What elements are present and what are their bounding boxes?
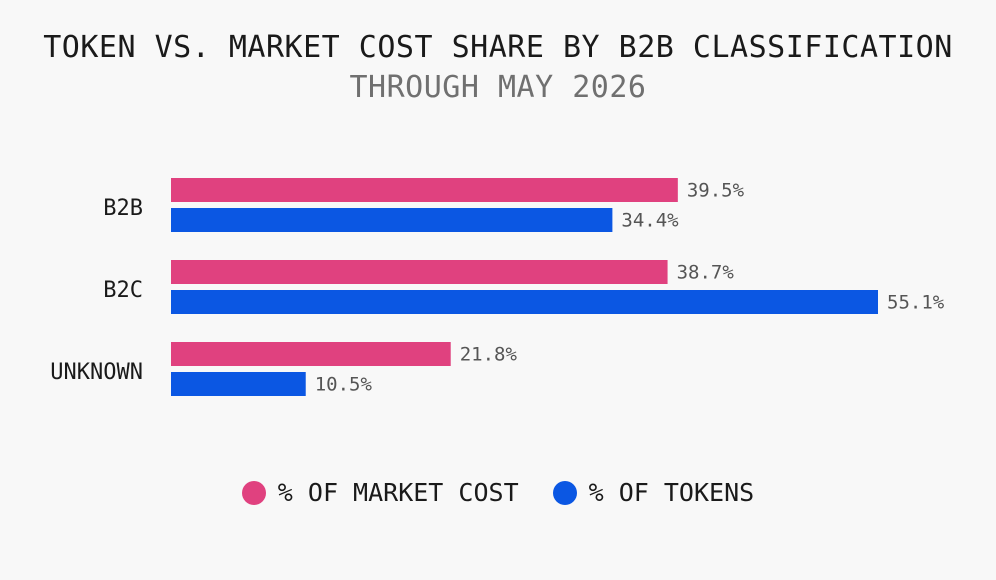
- chart-title: TOKEN VS. MARKET COST SHARE BY B2B CLASS…: [43, 30, 953, 65]
- bar-chart: B2B 39.5% 34.4% B2C 38.7% 55.1% UNKNOWN 21.8% 10…: [50, 178, 945, 396]
- legend-swatch-tokens: [552, 480, 577, 505]
- legend-label-market-cost: % OF MARKET COST: [277, 478, 519, 507]
- data-label-market-cost-b2b: 39.5%: [687, 180, 745, 202]
- data-label-market-cost-unknown: 21.8%: [460, 344, 518, 366]
- data-label-tokens-unknown: 10.5%: [315, 374, 373, 396]
- category-label-unknown: UNKNOWN: [50, 360, 143, 385]
- legend-label-tokens: % OF TOKENS: [588, 478, 755, 507]
- category-label-b2c: B2C: [103, 278, 143, 303]
- bar-tokens-b2b: [171, 208, 613, 232]
- bar-tokens-b2c: [171, 290, 878, 314]
- legend: % OF MARKET COST % OF TOKENS: [0, 478, 996, 507]
- bar-market-cost-b2c: [171, 260, 668, 284]
- bar-tokens-unknown: [171, 372, 306, 396]
- data-label-tokens-b2c: 55.1%: [887, 292, 945, 314]
- bar-market-cost-unknown: [171, 342, 451, 366]
- chart-subtitle: THROUGH MAY 2026: [349, 70, 647, 105]
- legend-item-market-cost: % OF MARKET COST: [241, 478, 519, 507]
- legend-item-tokens: % OF TOKENS: [552, 478, 755, 507]
- category-label-b2b: B2B: [103, 196, 143, 221]
- data-label-market-cost-b2c: 38.7%: [677, 262, 735, 284]
- data-label-tokens-b2b: 34.4%: [621, 210, 679, 232]
- bar-market-cost-b2b: [171, 178, 678, 202]
- legend-swatch-market-cost: [241, 480, 266, 505]
